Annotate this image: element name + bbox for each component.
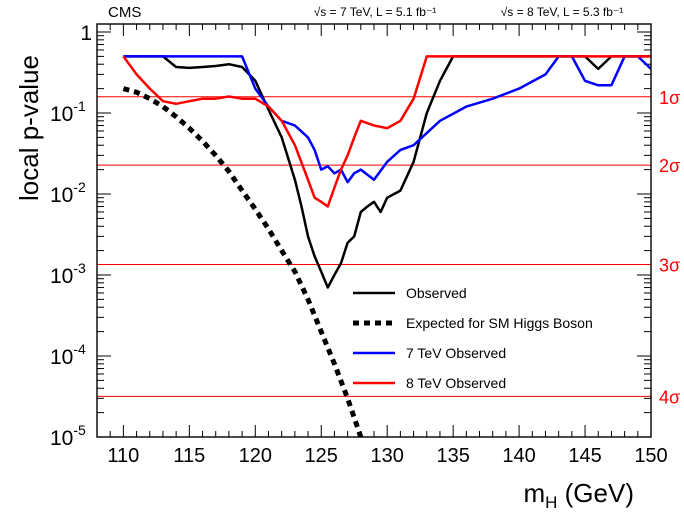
sigma-label-1: 1σ <box>659 88 680 108</box>
y-tick-exp: -1 <box>73 98 86 114</box>
x-tick-label-140: 140 <box>502 445 535 467</box>
x-tick-label-125: 125 <box>305 445 338 467</box>
plot-frame <box>96 23 652 438</box>
sigma-label-3: 3σ <box>659 255 680 275</box>
y-tick-exp: -3 <box>73 260 86 276</box>
y-tick-base: 10 <box>50 184 73 207</box>
x-axis-title-unit: (GeV) <box>557 478 634 508</box>
lumi-8tev-label: √s = 8 TeV, L = 5.3 fb⁻¹ <box>501 5 624 19</box>
sigma-label-2: 2σ <box>659 156 680 176</box>
series-lines <box>122 55 651 437</box>
x-tick-label-145: 145 <box>568 445 601 467</box>
y-tick-exp: -2 <box>73 179 86 195</box>
y-tick-exp: -5 <box>73 422 86 438</box>
y-tick-base: 10 <box>50 265 73 288</box>
legend-label-2: Expected for SM Higgs Boson <box>406 315 593 331</box>
y-tick-base: 10 <box>50 346 73 369</box>
series-line-observed <box>123 55 651 289</box>
x-tick-label-130: 130 <box>371 445 404 467</box>
y-tick-label-1: 10-1 <box>50 98 86 126</box>
y-tick-base: 10 <box>50 103 73 126</box>
y-axis-title: local p-value <box>14 55 44 201</box>
x-axis-title: mH (GeV) <box>523 478 634 512</box>
x-tick-label-110: 110 <box>107 445 139 467</box>
y-tick-label-4: 10-4 <box>50 341 86 369</box>
legend-label-3: 7 TeV Observed <box>406 345 506 361</box>
y-tick-label-5: 10-5 <box>50 422 86 450</box>
legend: Observed Expected for SM Higgs Boson 7 TeV… <box>353 285 593 391</box>
series-line-8-tev-observed <box>122 55 651 208</box>
y-tick-label-2: 10-2 <box>50 179 86 207</box>
experiment-label: CMS <box>108 4 141 21</box>
legend-label-4: 8 TeV Observed <box>406 375 506 391</box>
y-tick-base: 10 <box>50 427 73 450</box>
series-line-expected-for-sm-higgs-boson <box>122 86 364 437</box>
x-tick-label-120: 120 <box>239 445 272 467</box>
y-tick-label-0: 1 <box>80 22 92 45</box>
x-tick-label-150: 150 <box>634 445 667 467</box>
lumi-7tev-label: √s = 7 TeV, L = 5.1 fb⁻¹ <box>314 5 437 19</box>
y-tick-exp: -4 <box>73 341 86 357</box>
x-tick-label-135: 135 <box>436 445 469 467</box>
x-axis-title-sub: H <box>545 493 557 512</box>
y-tick-base: 1 <box>80 22 92 45</box>
y-tick-label-3: 10-3 <box>50 260 86 288</box>
axis-ticks: 110 115 120 125 130 135 140 145 150110-110-210-3… <box>50 22 668 467</box>
x-tick-label-115: 115 <box>173 445 205 467</box>
legend-label-1: Observed <box>406 285 467 301</box>
x-axis-title-main: m <box>523 478 545 508</box>
sigma-label-4: 4σ <box>659 387 680 407</box>
series-line-7-tev-observed <box>123 55 651 184</box>
sigma-lines: 1σ 2σ 3σ 4σ <box>97 88 680 407</box>
